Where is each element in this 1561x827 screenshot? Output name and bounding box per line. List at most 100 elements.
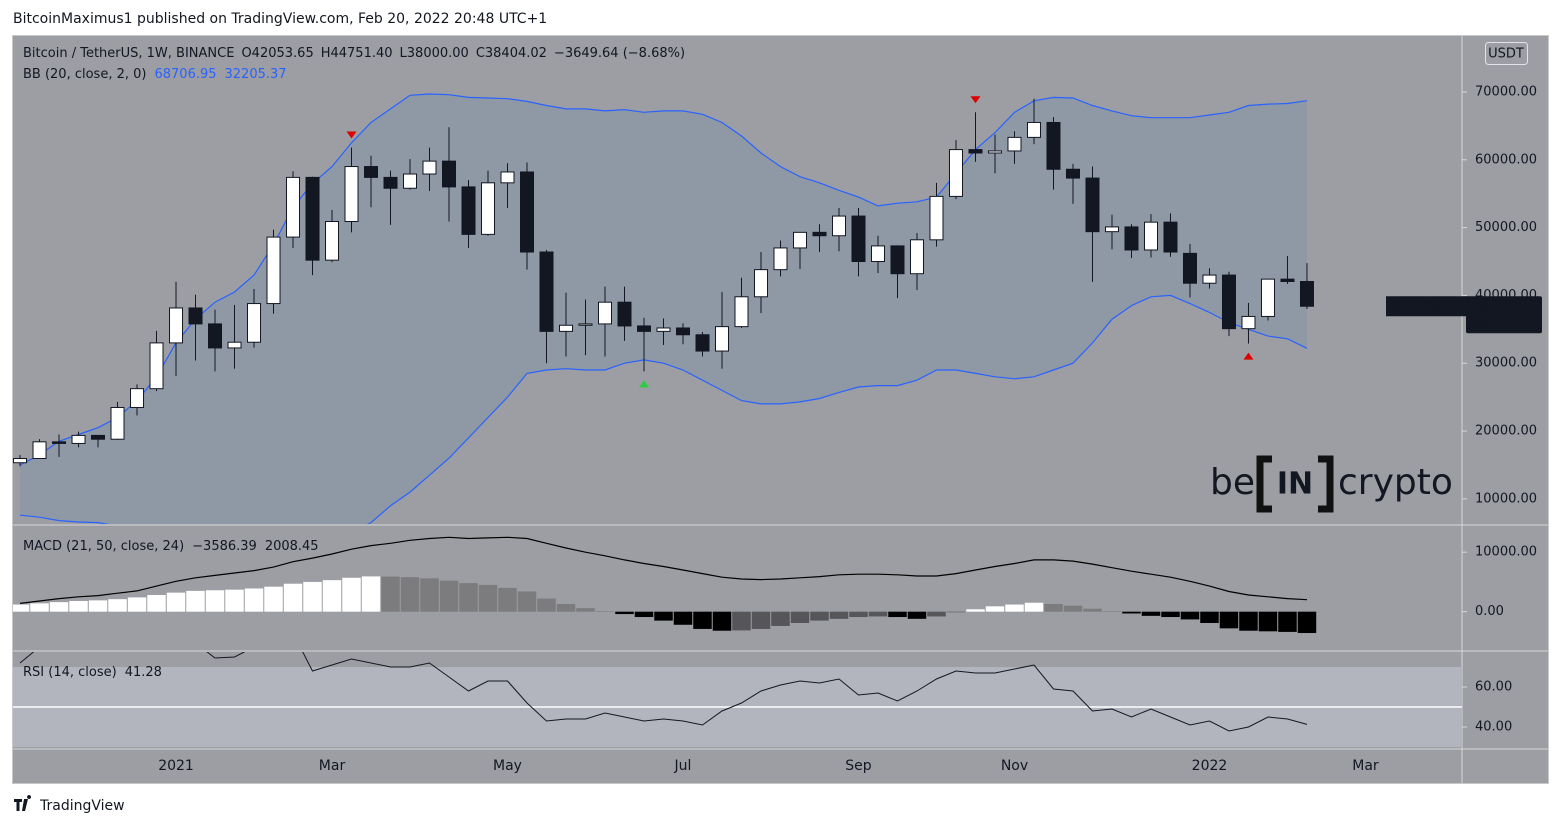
macd-histogram-bar	[1161, 611, 1180, 618]
x-tick-label: Jul	[674, 758, 692, 774]
plot-layer: 70000.0060000.0050000.0040000.0030000.00…	[13, 42, 1542, 774]
macd-histogram-bar	[849, 611, 868, 618]
y-tick-label: 10000.00	[1475, 491, 1537, 506]
price-pane	[13, 93, 1314, 524]
candle-body	[734, 296, 749, 328]
macd-histogram-bar	[498, 587, 517, 612]
candle-body	[1124, 226, 1139, 251]
candle-body	[1143, 221, 1158, 251]
macd-histogram-bar	[303, 581, 322, 612]
macd-value: 2008.45	[265, 539, 319, 554]
macd-histogram-bar	[1083, 608, 1102, 612]
candle-body	[559, 324, 574, 332]
band-fill	[20, 93, 1307, 524]
macd-histogram-bar	[1122, 611, 1141, 614]
macd-histogram-bar	[556, 603, 576, 612]
macd-histogram-bar	[1239, 611, 1258, 631]
candle-body	[149, 342, 164, 390]
candle-body	[909, 239, 924, 275]
band-upper	[19, 93, 1308, 466]
macd-histogram-bar	[69, 600, 88, 612]
symbol-title: Bitcoin / TetherUS, 1W, BINANCE	[23, 46, 234, 61]
band-lower	[19, 294, 1308, 524]
rsi-value: 41.28	[125, 665, 162, 680]
candle-body	[1221, 274, 1236, 330]
x-tick-label: May	[493, 758, 522, 774]
candle-body	[364, 166, 379, 178]
candle-body	[13, 457, 28, 464]
bb-name: BB (20, close, 2, 0)	[23, 67, 146, 82]
macd-histogram-bar	[1278, 611, 1297, 632]
candle-body	[773, 247, 788, 271]
candle-body	[987, 150, 1002, 154]
macd-histogram-bar	[13, 604, 30, 612]
candle-body	[812, 231, 827, 237]
macd-histogram-bar	[576, 608, 595, 612]
signal-marker	[1243, 352, 1254, 360]
candle-body	[1085, 177, 1100, 233]
macd-histogram-bar	[751, 611, 771, 629]
macd-histogram-bar	[1219, 611, 1239, 629]
candle-body	[52, 441, 67, 444]
bb-legend: BB (20, close, 2, 0) 68706.95 32205.37	[23, 67, 287, 82]
x-tick-label: 2021	[158, 758, 194, 774]
macd-value: −3586.39	[192, 539, 257, 554]
countdown-label: 04:11:29	[1473, 316, 1531, 331]
macd-histogram-bar	[439, 580, 459, 612]
price-legend: Bitcoin / TetherUS, 1W, BINANCE O42053.65…	[23, 46, 685, 61]
macd-histogram-bar	[381, 576, 400, 612]
currency-label[interactable]: USDT	[1488, 47, 1524, 62]
candle-body	[305, 176, 320, 261]
macd-histogram-bar	[283, 583, 303, 612]
y-tick-label: 50000.00	[1475, 220, 1537, 235]
candle-body	[1026, 121, 1041, 138]
macd-name: MACD (21, 50, close, 24)	[23, 539, 184, 554]
candle-body	[675, 327, 690, 336]
x-tick-label: Mar	[319, 758, 346, 774]
macd-histogram-bar	[1102, 611, 1122, 612]
macd-histogram-bar	[478, 584, 498, 612]
macd-histogram-bar	[1141, 611, 1161, 616]
candle-body	[714, 326, 729, 352]
macd-histogram-bar	[205, 590, 225, 612]
signal-marker	[970, 96, 981, 104]
macd-histogram-bar	[108, 599, 127, 612]
macd-histogram-bar	[244, 588, 264, 612]
currency-button[interactable]	[1485, 42, 1528, 65]
candle-body	[520, 171, 535, 253]
candle-body	[227, 341, 242, 349]
macd-histogram-bar	[654, 611, 673, 621]
rsi-pane	[13, 652, 1462, 747]
signal-marker	[346, 131, 357, 139]
macd-histogram-bar	[88, 600, 108, 612]
macd-histogram-bar	[966, 609, 985, 612]
macd-histogram-bar	[595, 611, 615, 612]
macd-histogram-bar	[1005, 604, 1024, 612]
macd-histogram-bar	[615, 611, 634, 615]
candle-body	[948, 149, 963, 197]
candle-body	[325, 220, 340, 261]
candle-body	[500, 171, 515, 184]
candle-body	[617, 301, 632, 327]
candle-body	[870, 245, 885, 263]
y-tick-label: 10000.00	[1475, 545, 1537, 560]
macd-histogram-bar	[790, 611, 810, 623]
candle-body	[32, 441, 47, 459]
candle-body	[539, 251, 554, 332]
macd-histogram-bar	[147, 595, 166, 612]
candle-body	[851, 215, 866, 263]
ohlc-value: L38000.00	[400, 46, 469, 61]
x-tick-label: Mar	[1352, 758, 1379, 774]
candle-body	[1046, 121, 1061, 170]
ohlc-value: C38404.02	[476, 46, 547, 61]
macd-histogram-bar	[342, 577, 361, 612]
x-tick-label: Nov	[1001, 758, 1028, 774]
tradingview-logo: TradingView	[14, 795, 125, 814]
macd-histogram-bar	[49, 602, 69, 612]
x-tick-label: Sep	[845, 758, 872, 774]
macd-histogram-bar	[1044, 603, 1063, 612]
candle-body	[656, 327, 671, 332]
symbol-tag	[1386, 296, 1468, 317]
candle-body	[598, 301, 613, 325]
